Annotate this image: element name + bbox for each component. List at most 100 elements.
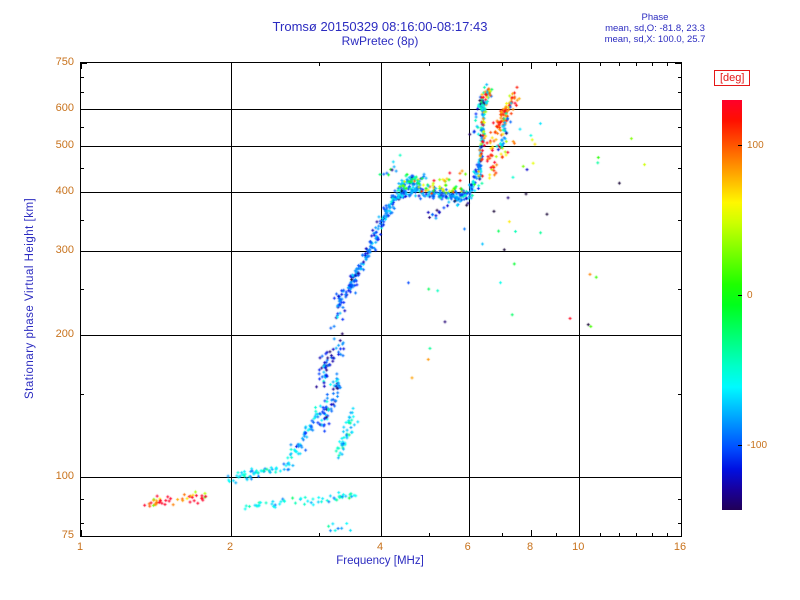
x-tick-mark <box>619 533 620 536</box>
y-tick-mark <box>675 109 681 110</box>
y-tick-mark <box>678 77 681 78</box>
x-tick-mark <box>579 63 580 69</box>
x-tick-mark <box>600 63 601 66</box>
y-tick-mark <box>81 63 87 64</box>
x-tick-label: 4 <box>376 541 384 553</box>
x-tick-mark <box>502 63 503 66</box>
y-tick-mark <box>81 251 87 252</box>
y-tick-mark <box>81 127 84 128</box>
x-tick-mark <box>636 63 637 66</box>
y-tick-mark <box>81 168 84 169</box>
y-tick-label: 500 <box>55 139 74 152</box>
x-tick-mark <box>502 533 503 536</box>
x-tick-mark <box>381 530 382 536</box>
x-tick-mark <box>231 530 232 536</box>
x-tick-mark <box>619 63 620 66</box>
y-tick-mark <box>675 251 681 252</box>
y-tick-mark <box>81 523 84 524</box>
colorbar-unit-label: [deg] <box>714 70 751 86</box>
x-tick-mark <box>556 533 557 536</box>
x-tick-mark <box>319 63 320 66</box>
y-tick-mark <box>81 394 84 395</box>
colorbar <box>722 100 742 510</box>
y-tick-label: 400 <box>55 185 74 198</box>
y-tick-mark <box>81 77 84 78</box>
x-axis-label: Frequency [MHz] <box>336 555 424 567</box>
y-tick-label: 300 <box>55 244 74 257</box>
y-tick-mark <box>678 394 681 395</box>
x-tick-mark <box>469 63 470 69</box>
x-tick-mark <box>556 63 557 66</box>
y-tick-mark <box>81 220 84 221</box>
colorbar-tick-mark <box>738 295 742 296</box>
x-tick-label: 8 <box>526 541 534 553</box>
x-tick-mark <box>667 533 668 536</box>
plot-title: Tromsø 20150329 08:16:00-08:17:43 <box>272 19 488 34</box>
x-tick-mark <box>429 533 430 536</box>
colorbar-tick-mark <box>738 445 742 446</box>
colorbar-tick-label: -100 <box>747 440 768 452</box>
plot-area <box>80 62 682 537</box>
y-tick-mark <box>675 192 681 193</box>
y-tick-mark <box>81 499 84 500</box>
x-tick-mark <box>81 63 82 69</box>
y-tick-mark <box>675 63 681 64</box>
x-tick-mark <box>429 63 430 66</box>
y-tick-mark <box>678 92 681 93</box>
y-tick-mark <box>81 536 87 537</box>
colorbar-tick-label: 100 <box>747 140 764 152</box>
x-tick-mark <box>681 63 682 69</box>
x-tick-label: 10 <box>572 541 585 553</box>
x-tick-mark <box>319 533 320 536</box>
y-tick-mark <box>678 523 681 524</box>
y-tick-label: 750 <box>55 56 74 68</box>
x-tick-mark <box>81 530 82 536</box>
x-tick-mark <box>531 530 532 536</box>
y-tick-mark <box>81 289 84 290</box>
x-tick-label: 1 <box>76 541 84 553</box>
y-axis-label: Stationary phase Virtual Height [km] <box>24 197 36 400</box>
x-tick-mark <box>667 63 668 66</box>
x-tick-mark <box>579 530 580 536</box>
x-tick-mark <box>636 533 637 536</box>
x-tick-mark <box>231 63 232 69</box>
y-tick-mark <box>81 335 87 336</box>
x-tick-label: 6 <box>464 541 471 553</box>
y-tick-mark <box>81 109 87 110</box>
x-tick-mark <box>381 63 382 69</box>
y-tick-label: 600 <box>55 101 74 114</box>
y-tick-mark <box>81 92 84 93</box>
y-tick-mark <box>81 146 87 147</box>
x-tick-label: 16 <box>673 541 687 553</box>
x-tick-mark <box>531 63 532 69</box>
y-tick-label: 100 <box>55 469 74 482</box>
x-tick-mark <box>681 530 682 536</box>
phase-stats-header: Phase <box>641 12 669 23</box>
y-tick-label: 200 <box>55 327 74 340</box>
phase-stats-x-mode: mean, sd,X: 100.0, 25.7 <box>604 34 706 45</box>
y-tick-mark <box>675 335 681 336</box>
y-tick-label: 75 <box>61 529 74 541</box>
phase-stats-o-mode: mean, sd,O: -81.8, 23.3 <box>605 23 705 34</box>
y-tick-mark <box>678 127 681 128</box>
x-tick-mark <box>652 533 653 536</box>
y-tick-mark <box>678 168 681 169</box>
colorbar-tick-mark <box>738 145 742 146</box>
scatter-canvas <box>81 63 681 536</box>
x-tick-label: 2 <box>226 541 234 553</box>
y-tick-mark <box>675 536 681 537</box>
colorbar-tick-label: 0 <box>747 290 753 302</box>
y-tick-mark <box>678 499 681 500</box>
y-tick-mark <box>675 146 681 147</box>
x-tick-mark <box>652 63 653 66</box>
y-tick-mark <box>675 477 681 478</box>
x-tick-mark <box>469 530 470 536</box>
plot-subtitle: RwPretec (8p) <box>341 34 419 48</box>
y-tick-mark <box>678 220 681 221</box>
y-tick-mark <box>81 477 87 478</box>
x-tick-mark <box>600 533 601 536</box>
phase-stats-annotation: Phase mean, sd,O: -81.8, 23.3 mean, sd,X… <box>555 12 755 45</box>
y-tick-mark <box>678 289 681 290</box>
y-tick-mark <box>81 192 87 193</box>
